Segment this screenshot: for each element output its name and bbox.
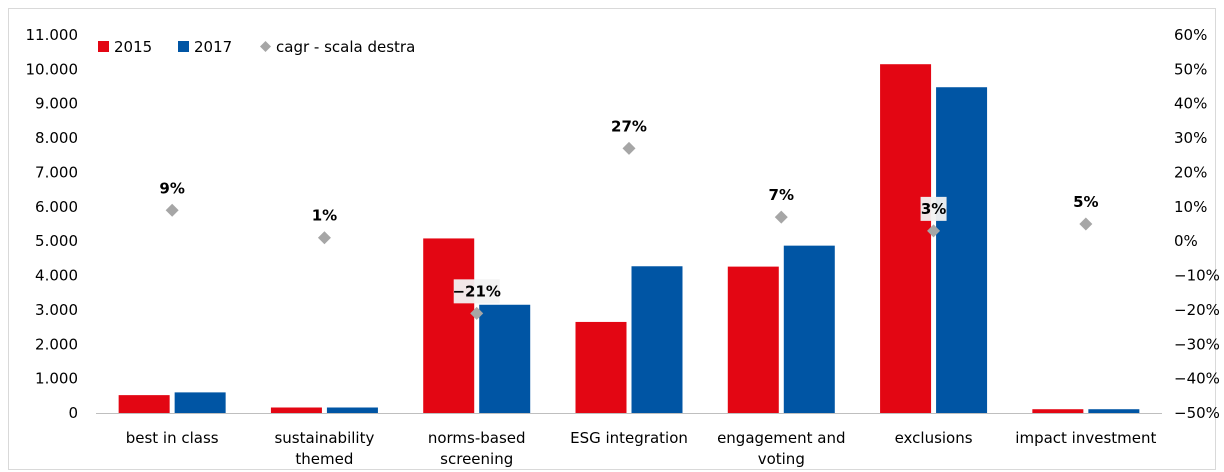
cagr-marker [622, 141, 636, 155]
cagr-marker [927, 224, 941, 238]
y-left-tick-label: 6.000 [35, 198, 78, 216]
cagr-data-label: 1% [312, 207, 337, 225]
bar-2015 [270, 407, 322, 413]
cagr-label-background [453, 279, 500, 304]
y-left-tick-label: 9.000 [35, 95, 78, 113]
category-label: sustainability [274, 429, 374, 447]
bar-2017 [783, 245, 835, 413]
bar-2017 [936, 87, 988, 413]
y-right-tick-label: 20% [1174, 163, 1207, 181]
legend-label: 2015 [114, 38, 152, 56]
y-left-tick-label: 3.000 [35, 301, 78, 319]
y-left-tick-label: 8.000 [35, 129, 78, 147]
cagr-marker [470, 306, 484, 320]
cagr-marker [774, 210, 788, 224]
legend-swatch-2017 [178, 41, 189, 52]
bar-2015 [423, 238, 475, 413]
y-left-tick-label: 1.000 [35, 370, 78, 388]
bar-2015 [727, 266, 779, 413]
y-left-tick-label: 11.000 [26, 26, 79, 44]
y-left-tick-label: 4.000 [35, 267, 78, 285]
category-label: themed [295, 450, 353, 468]
legend-swatch-cagr [260, 41, 271, 52]
cagr-data-label: 3% [921, 200, 946, 218]
y-right-tick-label: 40% [1174, 95, 1207, 113]
legend-label: 2017 [194, 38, 232, 56]
legend-label: cagr - scala destra [276, 38, 415, 56]
legend-swatch-2015 [98, 41, 109, 52]
y-right-tick-label: −30% [1174, 335, 1220, 353]
cagr-data-label: −21% [452, 282, 500, 300]
bar-2017 [479, 304, 531, 413]
category-label: ESG integration [570, 429, 688, 447]
cagr-label-background [920, 196, 947, 221]
y-right-tick-label: 10% [1174, 198, 1207, 216]
y-left-tick-label: 2.000 [35, 335, 78, 353]
cagr-marker [1079, 217, 1093, 231]
bar-2015 [575, 321, 627, 413]
bar-2017 [631, 266, 683, 413]
y-left-tick-label: 7.000 [35, 163, 78, 181]
category-label: norms-based [428, 429, 526, 447]
cagr-data-label: 9% [159, 179, 184, 197]
category-label: engagement and [717, 429, 845, 447]
bar-2015 [1032, 409, 1084, 413]
category-label: screening [440, 450, 513, 468]
category-label: best in class [126, 429, 219, 447]
bar-2017 [174, 392, 226, 413]
y-left-tick-label: 0 [68, 404, 78, 422]
bar-2017 [326, 407, 378, 413]
bar-2015 [880, 64, 932, 413]
cagr-marker [317, 231, 331, 245]
y-right-tick-label: 30% [1174, 129, 1207, 147]
category-label: impact investment [1015, 429, 1156, 447]
category-label: voting [758, 450, 805, 468]
cagr-data-label: 5% [1073, 193, 1098, 211]
bar-2015 [118, 395, 170, 413]
cagr-data-label: 7% [769, 186, 794, 204]
y-right-tick-label: −20% [1174, 301, 1220, 319]
y-right-tick-label: 0% [1174, 232, 1198, 250]
cagr-marker [165, 203, 179, 217]
y-right-tick-label: 60% [1174, 26, 1207, 44]
cagr-data-label: 27% [611, 117, 647, 135]
category-label: exclusions [895, 429, 973, 447]
y-right-tick-label: 50% [1174, 60, 1207, 78]
y-right-tick-label: −10% [1174, 267, 1220, 285]
y-right-tick-label: −40% [1174, 370, 1220, 388]
y-left-tick-label: 5.000 [35, 232, 78, 250]
y-left-tick-label: 10.000 [26, 60, 79, 78]
bar-2017 [1088, 409, 1140, 413]
y-right-tick-label: −50% [1174, 404, 1220, 422]
